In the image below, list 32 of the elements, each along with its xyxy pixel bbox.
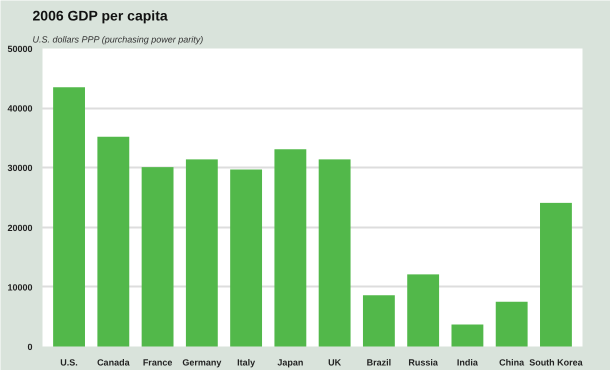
y-tick-label: 50000 [7,44,33,54]
x-tick-label: U.S. [60,358,78,368]
bar [540,202,572,346]
bar [318,159,351,346]
x-tick-label: Germany [182,358,222,368]
bar [230,169,262,346]
bar [362,295,395,346]
x-tick-label: South Korea [529,358,584,368]
bar [496,302,528,346]
x-tick-label: France [142,358,172,368]
y-tick-label: 0 [27,342,33,352]
y-tick-label: 40000 [7,104,33,114]
bar [274,149,306,346]
x-tick-label: Russia [408,358,439,368]
x-tick-label: Canada [97,358,131,368]
chart-subtitle: U.S. dollars PPP (purchasing power parity) [32,34,204,44]
y-tick-label: 20000 [7,222,33,233]
x-tick-label: Brazil [366,358,392,368]
x-tick-label: Japan [277,358,304,368]
bar [186,159,218,346]
x-tick-label: China [499,358,526,368]
bar [451,324,484,346]
bar [142,167,174,346]
x-tick-label: Italy [237,358,256,368]
y-tick-label: 10000 [7,282,33,292]
bar [97,136,130,346]
y-tick-label: 30000 [7,163,33,174]
chart-title: 2006 GDP per capita [32,8,168,24]
x-tick-label: India [456,358,479,368]
bar [53,87,85,346]
x-tick-label: UK [328,358,342,368]
bar [407,274,440,346]
